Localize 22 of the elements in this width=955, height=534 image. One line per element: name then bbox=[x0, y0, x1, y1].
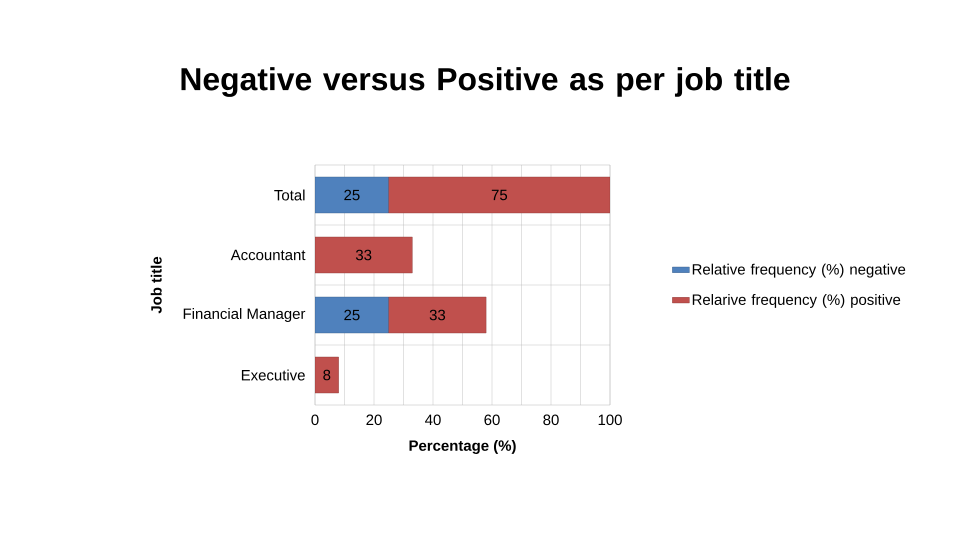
y-tick-label: Accountant bbox=[230, 250, 306, 260]
y-tick-label: Total bbox=[274, 190, 304, 200]
data-label: 33 bbox=[356, 250, 372, 260]
x-axis-title: Percentage (%) bbox=[410, 440, 516, 454]
data-label: 25 bbox=[344, 190, 360, 200]
legend-label: Relative frequency (%) negative bbox=[692, 264, 906, 278]
y-axis-title: Job title bbox=[150, 256, 162, 314]
x-tick-label: 100 bbox=[598, 414, 622, 426]
data-label: 25 bbox=[344, 310, 360, 320]
data-label: 8 bbox=[323, 370, 330, 380]
x-tick-label: 60 bbox=[484, 414, 500, 426]
legend-label: Relarive frequency (%) positive bbox=[692, 294, 900, 308]
bar bbox=[388, 296, 486, 334]
x-tick-label: 20 bbox=[366, 414, 382, 426]
data-label: 75 bbox=[492, 190, 508, 200]
x-tick-label: 0 bbox=[311, 414, 319, 426]
data-label: 33 bbox=[430, 310, 446, 320]
y-tick-label: Executive bbox=[242, 370, 305, 380]
x-tick-label: 80 bbox=[543, 414, 559, 426]
chart-title: Negative versus Positive as per job title bbox=[181, 67, 790, 97]
x-tick-label: 40 bbox=[425, 414, 441, 426]
y-tick-label: Financial Manager bbox=[184, 308, 306, 322]
